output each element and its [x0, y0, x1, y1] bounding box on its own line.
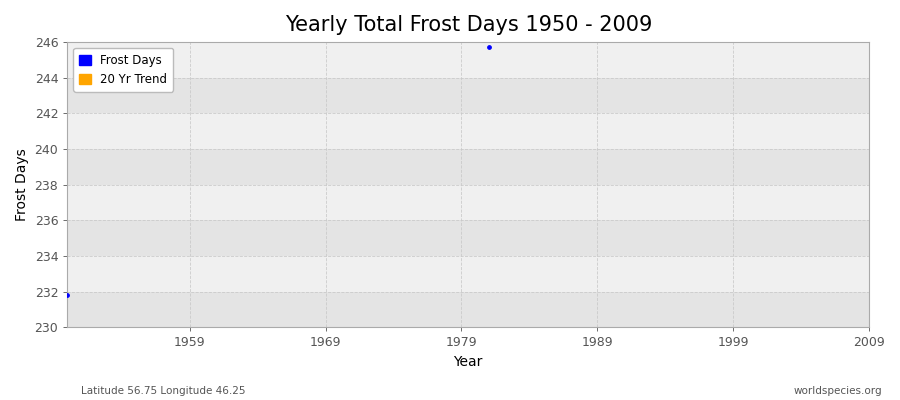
X-axis label: Year: Year — [454, 355, 483, 369]
Point — [482, 44, 496, 51]
Legend: Frost Days, 20 Yr Trend: Frost Days, 20 Yr Trend — [73, 48, 174, 92]
Bar — [68, 292, 869, 328]
Y-axis label: Frost Days: Frost Days — [15, 148, 29, 221]
Text: Latitude 56.75 Longitude 46.25: Latitude 56.75 Longitude 46.25 — [81, 386, 246, 396]
Bar — [68, 114, 869, 149]
Title: Yearly Total Frost Days 1950 - 2009: Yearly Total Frost Days 1950 - 2009 — [284, 15, 652, 35]
Bar — [68, 185, 869, 220]
Bar — [68, 256, 869, 292]
Bar — [68, 220, 869, 256]
Bar — [68, 42, 869, 78]
Bar — [68, 149, 869, 185]
Bar — [68, 78, 869, 114]
Point — [60, 292, 75, 298]
Text: worldspecies.org: worldspecies.org — [794, 386, 882, 396]
